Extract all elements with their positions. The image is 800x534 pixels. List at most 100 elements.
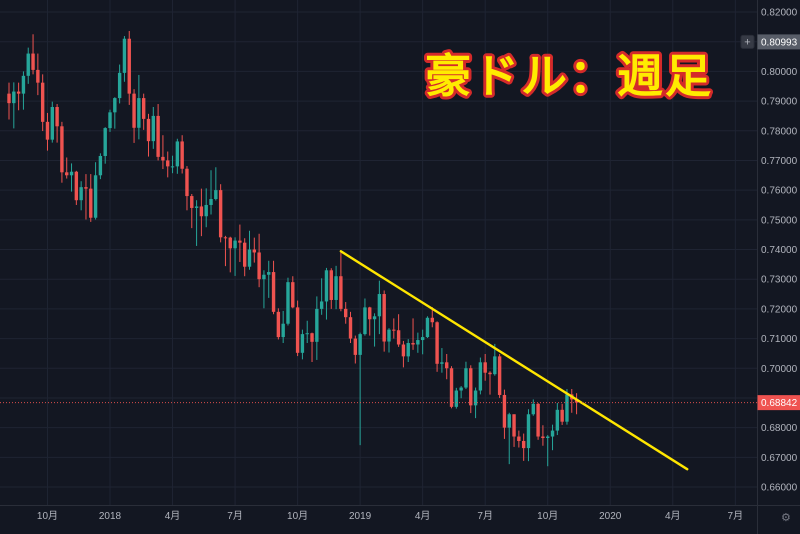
candle-body (31, 53, 35, 70)
candle-body (483, 362, 487, 373)
candle-body (396, 330, 401, 345)
candle-body (69, 171, 74, 176)
candle-body (493, 356, 497, 375)
candle-body (180, 141, 184, 169)
price-axis-label: 0.77000 (761, 156, 798, 167)
candle-body (242, 242, 247, 267)
candle-body (36, 69, 40, 83)
trendline[interactable] (339, 250, 689, 471)
alert-price-badge-label: 0.80993 (761, 37, 798, 48)
candle-body (166, 160, 170, 167)
candle-body (281, 323, 285, 338)
last-price-badge-label: 0.68842 (761, 398, 798, 409)
candle-body (478, 362, 483, 391)
candle-body (228, 237, 232, 249)
axis-settings-gear-icon[interactable]: ⚙ (781, 512, 791, 524)
candle-body (233, 240, 237, 249)
candle-body (218, 190, 223, 238)
candle-body (84, 187, 88, 189)
candle-body (377, 294, 382, 317)
candle-body (339, 276, 343, 309)
price-axis-label: 0.66000 (761, 483, 798, 494)
candle-body (12, 91, 16, 104)
candle-body (257, 252, 261, 280)
candle-body (295, 307, 300, 353)
candle-body (488, 372, 492, 375)
candle-body (214, 190, 218, 200)
candle-body (170, 166, 175, 168)
candle-body (271, 272, 276, 312)
candle-body (199, 206, 204, 217)
candle-body (392, 329, 396, 331)
candle-body (507, 414, 511, 428)
candle-body (113, 98, 117, 113)
candle-body (247, 249, 252, 267)
price-axis-label: 0.78000 (761, 126, 798, 137)
plus-icon[interactable]: + (744, 37, 750, 49)
candle-body (464, 368, 468, 388)
candle-body (411, 343, 415, 345)
candle-body (238, 240, 242, 243)
candle-body (319, 301, 324, 309)
price-axis-label: 0.74000 (761, 245, 798, 256)
candle-body (440, 362, 444, 364)
price-axis-label: 0.71000 (761, 334, 798, 345)
candle-body (65, 172, 69, 176)
candle-body (40, 82, 45, 122)
candle-body (7, 93, 11, 104)
price-axis-label: 0.80000 (761, 67, 798, 78)
candle-body (324, 270, 329, 302)
add-alert-plus-button[interactable] (740, 34, 755, 49)
time-axis[interactable]: 10月 2018 4月 7月 10月 2019 4月 7月 10月 2020 4月 7月 (0, 505, 800, 523)
price-axis-label: 0.68000 (761, 423, 798, 434)
candle-body (435, 322, 439, 364)
candle-body (185, 168, 189, 197)
candle-body (262, 274, 266, 280)
candle-body (161, 156, 165, 161)
candle-body (45, 121, 50, 140)
candle-body (190, 196, 194, 208)
candle-body (406, 343, 410, 357)
candle-body (565, 394, 569, 422)
price-axis-label: 0.76000 (761, 186, 798, 197)
last-price-badge (757, 395, 800, 411)
candle-body (358, 334, 362, 355)
drawings-layer (0, 250, 757, 471)
time-axis-label: 4月 (415, 510, 431, 522)
candle-body (546, 436, 550, 439)
candle-body (550, 430, 555, 437)
candle-body (50, 107, 54, 140)
candle-body (310, 333, 314, 342)
candle-body (146, 118, 151, 142)
candle-body (204, 204, 208, 217)
candle-body (16, 91, 21, 94)
candle-body (353, 338, 358, 355)
candle-body (531, 403, 535, 415)
candle-body (329, 270, 333, 300)
candle-body (348, 317, 353, 339)
price-axis[interactable]: 0.82000 0.80000 0.79000 0.78000 0.77000 0.760… (740, 0, 800, 534)
candle-body (26, 53, 30, 76)
candle-body (127, 38, 131, 94)
candle-body (141, 98, 146, 119)
candle-body (55, 107, 59, 127)
candle-body (21, 75, 26, 94)
candle-body (420, 337, 425, 341)
candle-body (156, 115, 160, 157)
candle-body (334, 276, 338, 300)
candle-body (560, 409, 564, 422)
candle-body (103, 128, 107, 156)
price-axis-label: 0.75000 (761, 215, 798, 226)
candle-body (430, 317, 434, 323)
candle-body (223, 237, 228, 239)
candles-layer (7, 31, 579, 467)
candle-body (368, 307, 372, 320)
price-axis-label: 0.72000 (761, 304, 798, 315)
candle-body (194, 206, 199, 208)
candle-body (401, 344, 406, 357)
time-axis-label: 7月 (227, 510, 243, 522)
candle-body (425, 317, 430, 338)
candle-body (473, 390, 478, 406)
time-axis-label: 4月 (165, 510, 181, 522)
